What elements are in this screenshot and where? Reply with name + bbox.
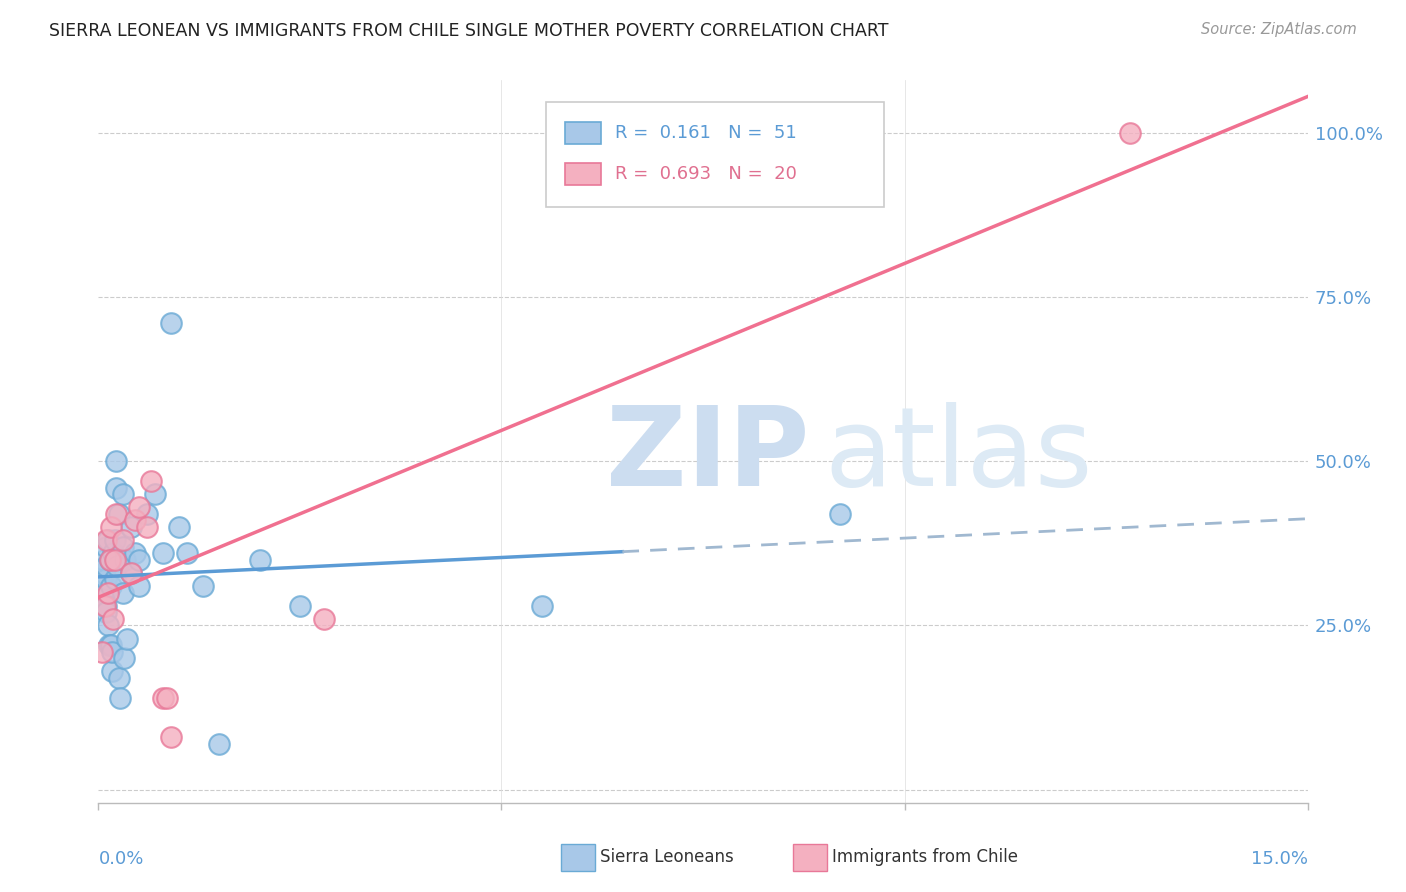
Point [176,546,198,560]
Point [111,540,134,554]
Point [128,579,150,593]
Point [160,730,183,744]
Point [152,690,174,705]
Text: ZIP: ZIP [606,402,810,509]
Point [112,651,135,665]
Point [111,487,134,501]
Point [828,507,851,521]
Point [105,481,128,495]
Point [100,638,122,652]
Point [135,507,157,521]
Text: R =  0.693   N =  20: R = 0.693 N = 20 [614,165,797,183]
Point [94,599,117,613]
Point [193,579,215,593]
Point [96,540,118,554]
Point [120,520,142,534]
Text: 0.0%: 0.0% [98,850,143,868]
Text: R =  0.161   N =  51: R = 0.161 N = 51 [614,124,796,142]
Point [96,559,118,574]
Point [114,553,136,567]
Point [105,507,128,521]
Point [98,553,121,567]
Point [93,566,115,580]
Text: SIERRA LEONEAN VS IMMIGRANTS FROM CHILE SINGLE MOTHER POVERTY CORRELATION CHART: SIERRA LEONEAN VS IMMIGRANTS FROM CHILE … [49,22,889,40]
FancyBboxPatch shape [546,102,884,207]
Point [100,520,122,534]
Point [97,638,120,652]
Point [160,316,183,330]
Point [208,737,231,751]
Point [103,553,125,567]
Point [249,553,271,567]
Point [152,546,174,560]
Point [93,553,115,567]
Point [94,573,117,587]
Text: atlas: atlas [824,402,1092,509]
Point [111,533,134,547]
Point [101,546,124,560]
Point [90,645,112,659]
Text: 15.0%: 15.0% [1250,850,1308,868]
Point [101,612,124,626]
FancyBboxPatch shape [565,122,602,144]
Point [115,632,138,646]
Text: Sierra Leoneans: Sierra Leoneans [600,848,734,866]
Point [91,573,114,587]
Point [97,585,120,599]
Point [105,454,128,468]
Point [167,520,190,534]
Point [97,618,120,632]
Point [108,690,131,705]
Point [96,605,118,619]
Point [143,487,166,501]
Point [314,612,336,626]
Point [288,599,311,613]
Point [139,474,162,488]
Text: Immigrants from Chile: Immigrants from Chile [832,848,1018,866]
Point [128,553,150,567]
Point [111,585,134,599]
Point [135,520,157,534]
Point [101,665,124,679]
Point [124,513,146,527]
Point [120,566,142,580]
Point [91,599,114,613]
Point [100,579,122,593]
Point [1119,126,1142,140]
Point [96,533,118,547]
Point [120,566,142,580]
Point [97,533,120,547]
Point [107,671,129,685]
Point [91,585,114,599]
FancyBboxPatch shape [565,163,602,185]
Point [103,533,125,547]
Point [128,500,150,515]
Point [124,546,146,560]
Text: Source: ZipAtlas.com: Source: ZipAtlas.com [1201,22,1357,37]
Point [107,507,129,521]
Point [98,553,121,567]
Point [101,645,124,659]
Point [105,559,128,574]
Point [156,690,179,705]
Point [530,599,553,613]
Point [94,585,117,599]
Point [94,599,117,613]
Point [103,573,125,587]
